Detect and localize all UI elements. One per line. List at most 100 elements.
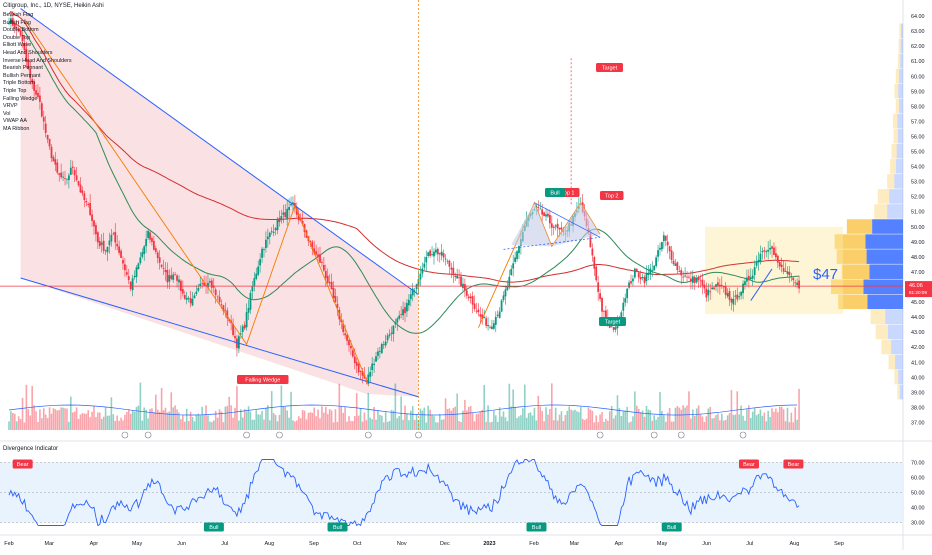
legend-item[interactable]: Vol — [3, 110, 11, 117]
legend-item[interactable]: MA Ribbon — [3, 125, 30, 132]
candle-body — [601, 298, 603, 312]
candle-body — [375, 356, 377, 362]
volume-profile-bar-up — [895, 159, 903, 174]
volume-bar — [201, 406, 203, 430]
candle-body — [427, 252, 430, 257]
legend-item[interactable]: Double Top — [3, 34, 31, 41]
candle-body — [266, 236, 269, 240]
candle-body — [207, 282, 209, 288]
volume-bar — [249, 411, 252, 430]
legend-item[interactable]: Bearish Pennant — [3, 65, 43, 72]
candle-body — [537, 207, 540, 208]
volume-bar — [241, 417, 244, 430]
volume-bar — [460, 421, 462, 430]
candle-body — [666, 241, 669, 246]
volume-bar — [226, 405, 229, 430]
legend-item[interactable]: Falling Wedge — [3, 95, 38, 102]
candle-body — [334, 296, 337, 303]
candle-body — [500, 300, 503, 312]
candle-body — [321, 262, 323, 263]
oscillator-signal-label: Bear — [17, 462, 29, 468]
legend-item[interactable]: VWAP AA — [3, 118, 27, 125]
volume-bar — [361, 421, 364, 430]
volume-bar — [282, 406, 285, 430]
candle-body — [127, 276, 130, 281]
volume-bar — [114, 420, 117, 430]
legend-item[interactable]: Bearish Flag — [3, 12, 34, 18]
volume-profile-bar-down — [841, 264, 870, 279]
volume-bar — [676, 405, 679, 430]
candle-body — [504, 289, 507, 297]
candle-body — [769, 247, 771, 250]
candle-body — [518, 245, 520, 254]
volume-bar — [452, 407, 455, 430]
volume-profile-bar-down — [888, 354, 896, 370]
candle-body — [75, 175, 78, 181]
candle-body — [181, 289, 184, 294]
volume-bar — [135, 406, 138, 430]
volume-bar — [748, 405, 750, 430]
volume-bar — [666, 412, 669, 430]
candle-body — [189, 298, 192, 304]
volume-bar — [525, 417, 528, 430]
volume-bar — [126, 411, 128, 430]
legend-item[interactable]: Bullish Flag — [3, 19, 31, 26]
volume-bar — [769, 416, 771, 430]
volume-bar — [336, 421, 339, 430]
legend-item[interactable]: Double Bottom — [3, 27, 39, 34]
volume-bar — [523, 384, 526, 430]
legend-item[interactable]: Triple Bottom — [3, 80, 35, 87]
candle-body — [15, 26, 18, 28]
candle-body — [603, 310, 605, 312]
candle-body — [350, 345, 352, 349]
legend-item[interactable]: Triple Top — [3, 87, 27, 94]
candle-body — [284, 212, 287, 218]
legend-item[interactable]: Head And Shoulders — [3, 49, 53, 56]
volume-bar — [473, 421, 476, 430]
candle-body — [796, 282, 799, 285]
volume-bar — [311, 412, 314, 430]
legend-item[interactable]: Bullish Pennant — [3, 72, 41, 79]
legend-item[interactable]: Elliott Wave — [3, 42, 32, 49]
volume-bar — [556, 420, 559, 430]
volume-bar — [353, 416, 356, 430]
volume-bar — [197, 413, 200, 430]
candle-body — [13, 23, 16, 29]
candle-body — [216, 295, 219, 297]
candle-body — [388, 334, 391, 336]
candle-body — [680, 270, 683, 276]
price-tick-label: 50.00 — [911, 225, 925, 231]
target-label-bg — [599, 317, 626, 326]
volume-bar — [325, 406, 327, 430]
volume-bar — [326, 414, 329, 430]
volume-bar — [630, 421, 632, 430]
volume-bar — [788, 422, 791, 430]
volume-bar — [483, 385, 485, 430]
volume-bar — [585, 418, 588, 430]
volume-bar — [653, 415, 655, 430]
candle-body — [738, 296, 741, 298]
legend-item[interactable]: VRVP — [3, 103, 18, 110]
candle-body — [653, 265, 656, 271]
candle-body — [645, 274, 648, 282]
time-axis-label: 2023 — [483, 541, 495, 547]
volume-bar — [419, 408, 422, 430]
candle-body — [48, 138, 51, 147]
volume-profile-bar-up — [900, 53, 903, 69]
candle-body — [411, 288, 414, 296]
oscillator-signal-label: Bull — [532, 525, 541, 531]
volume-bar — [77, 418, 80, 430]
candle-body — [77, 180, 80, 186]
volume-bar — [274, 414, 277, 430]
candle-body — [50, 146, 53, 158]
candle-body — [413, 290, 416, 292]
legend-item[interactable]: Inverse Head And Shoulders — [3, 57, 72, 64]
candle-body — [212, 285, 215, 288]
volume-bar — [259, 414, 261, 430]
volume-bar — [164, 407, 167, 430]
volume-bar — [767, 410, 769, 430]
volume-bar — [402, 419, 404, 430]
candle-body — [39, 95, 41, 102]
volume-bar — [97, 412, 99, 430]
